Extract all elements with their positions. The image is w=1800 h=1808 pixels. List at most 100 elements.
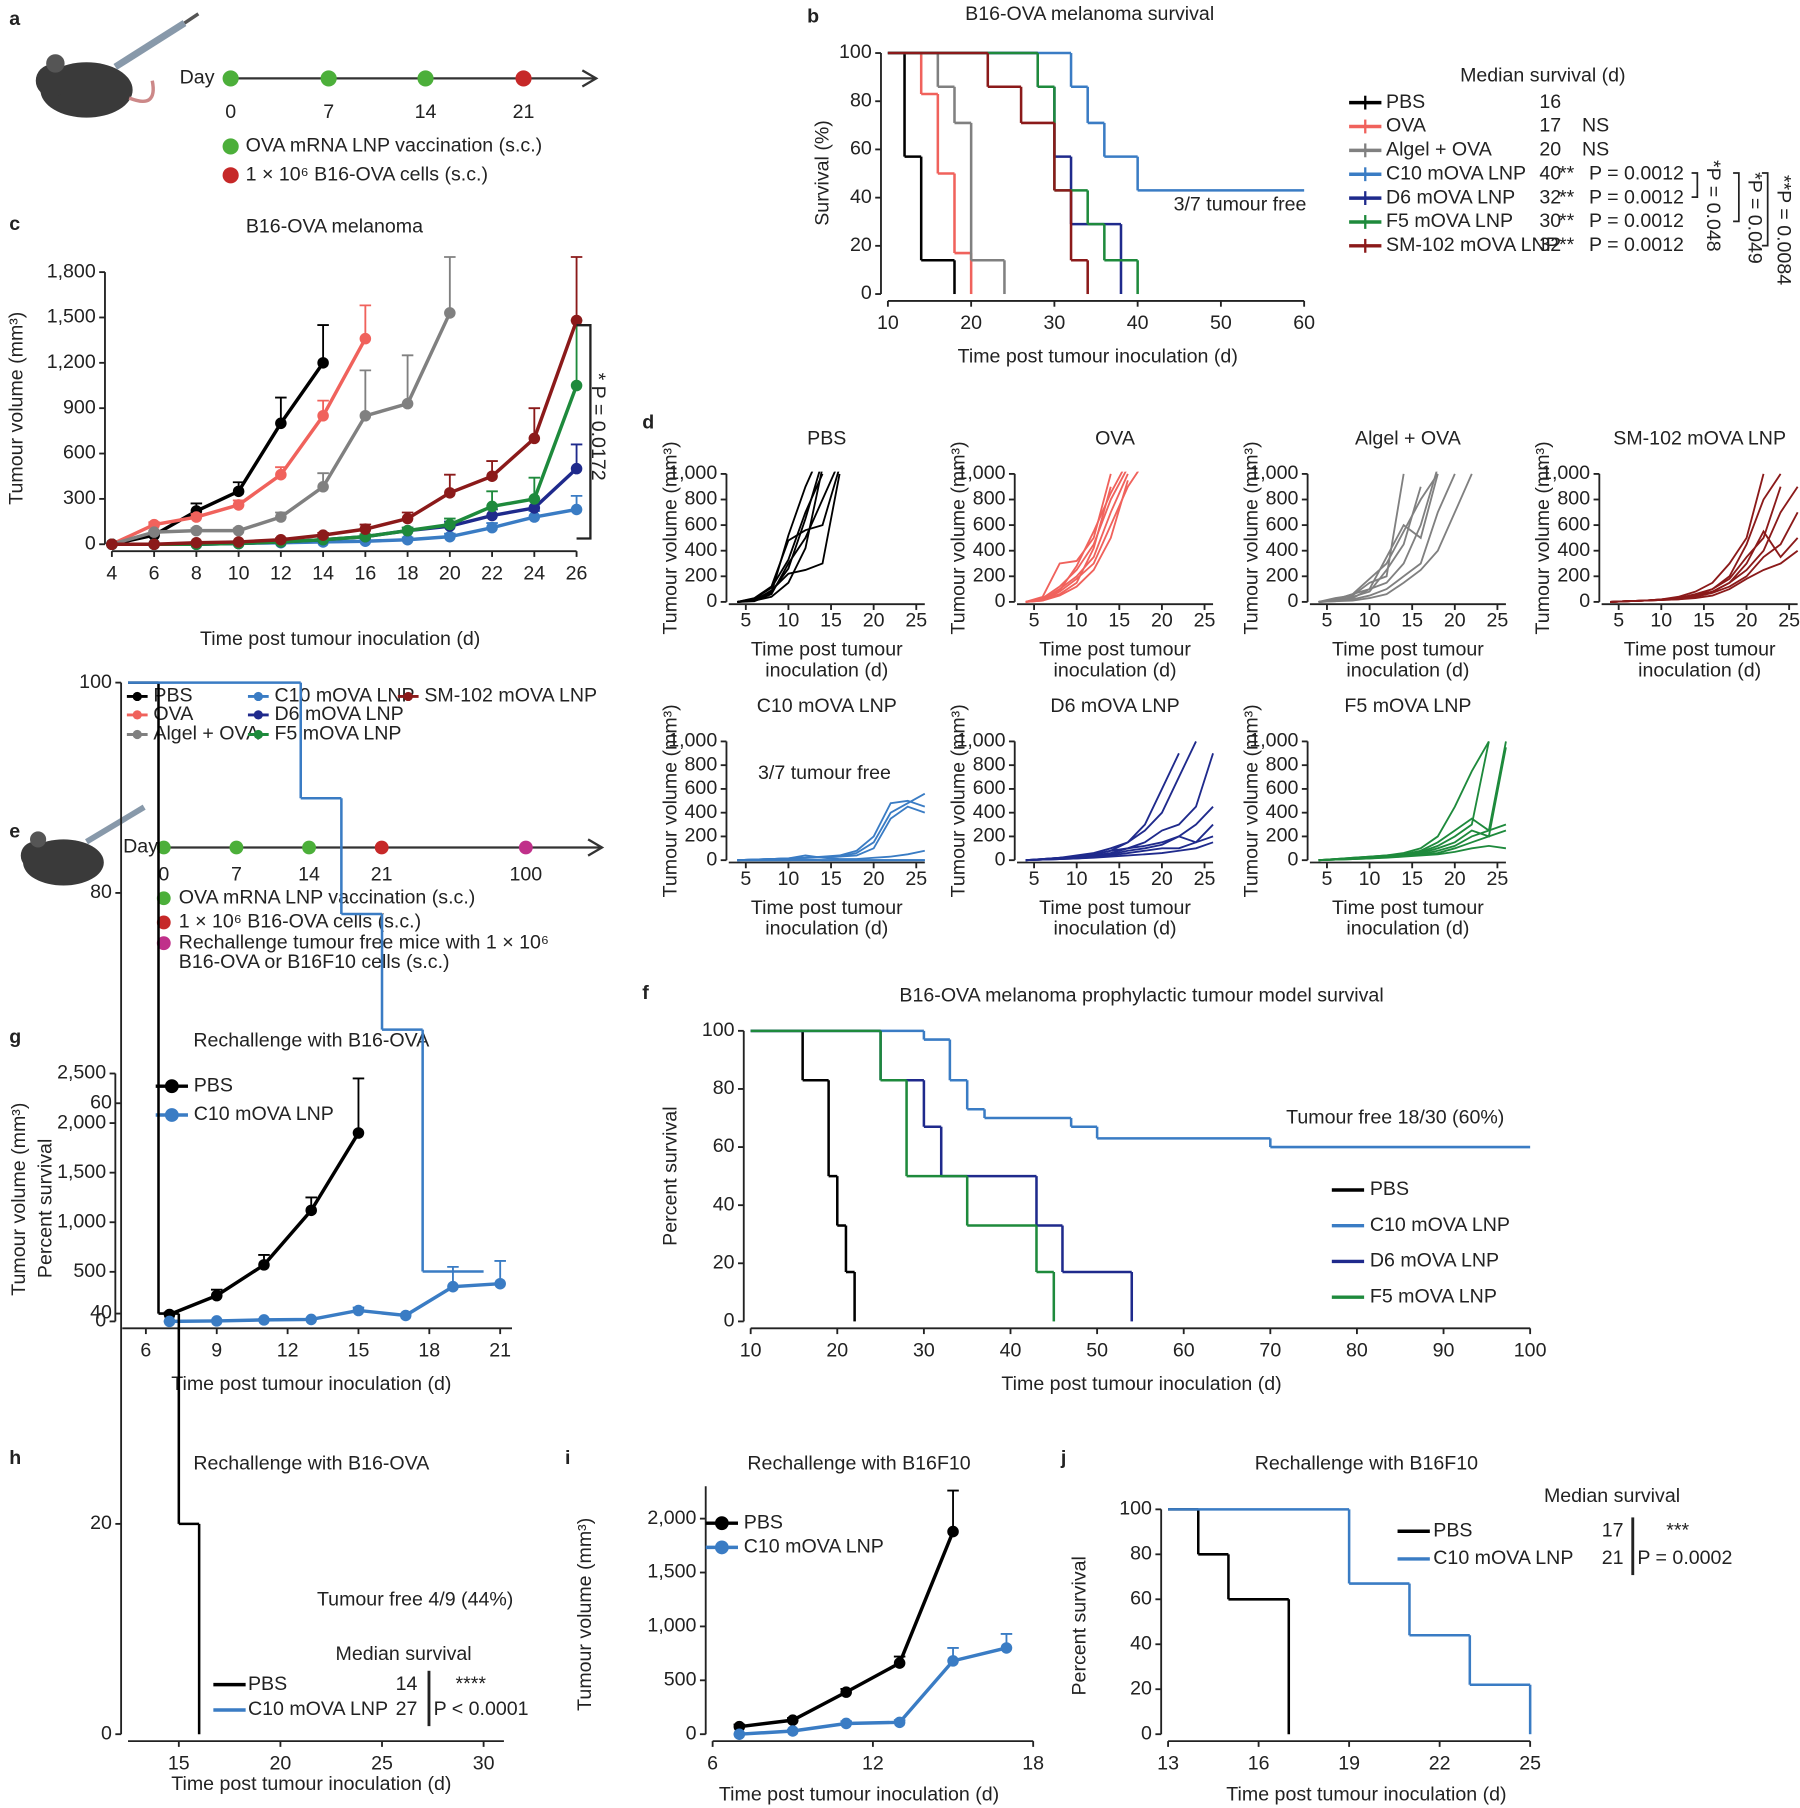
y-tick-label: 1,000 (956, 462, 1005, 484)
x-tick-label: 18 (1022, 1752, 1044, 1774)
legend-label: PBS (1433, 1519, 1472, 1541)
mouse-line (1318, 741, 1490, 862)
legend-dot (222, 138, 239, 155)
data-point (352, 1127, 365, 1139)
legend-text: 1 × 10⁶ B16-OVA cells (s.c.) (179, 911, 421, 933)
x-tick-label: 25 (1194, 610, 1216, 632)
y-tick-label: 20 (850, 234, 872, 256)
chart-title: SM-102 mOVA LNP (1613, 427, 1786, 449)
mouse-line (737, 792, 926, 862)
data-point (840, 1717, 852, 1730)
timeline-dot (156, 840, 171, 855)
x-tick-label: 6 (149, 562, 160, 584)
legend-label: SM-102 mOVA LNP (424, 685, 597, 707)
x-tick-label: 25 (905, 868, 927, 890)
legend-label: PBS (194, 1074, 233, 1096)
data-point (893, 1716, 906, 1729)
y-tick-label: 800 (973, 753, 1006, 775)
legend-significance: ** (1559, 210, 1575, 232)
data-point (232, 536, 245, 548)
y-tick-label: 800 (973, 488, 1006, 510)
data-point (486, 470, 498, 482)
data-point (232, 499, 245, 511)
x-tick-label: 10 (1650, 610, 1672, 632)
chart-title: PBS (807, 427, 846, 449)
legend-label: D6 mOVA LNP (1386, 186, 1515, 208)
data-point (275, 417, 287, 430)
legend-label: C10 mOVA LNP (1386, 162, 1526, 184)
day-number: 0 (158, 863, 169, 885)
y-tick-label: 200 (973, 825, 1006, 847)
x-tick-label: 10 (877, 312, 899, 334)
y-tick-label: 2,500 (57, 1062, 106, 1084)
y-tick-label: 1,500 (47, 306, 96, 328)
series-line (111, 337, 367, 546)
x-axis-label: Time post tumour (751, 638, 903, 660)
x-tick-label: 12 (862, 1752, 884, 1774)
data-point (317, 409, 329, 422)
y-tick-label: 200 (685, 564, 718, 586)
day-number: 21 (371, 863, 393, 885)
legend-significance: ** (1559, 186, 1575, 208)
day-number: 21 (513, 101, 535, 123)
y-tick-label: 1,000 (668, 462, 717, 484)
x-axis-label: Time post tumour inoculation (d) (171, 1773, 451, 1795)
mouse-line (737, 471, 814, 603)
panel-letter: e (9, 821, 20, 843)
y-tick-label: 200 (1266, 564, 1299, 586)
timeline-dot (515, 70, 532, 87)
y-tick-label: 80 (713, 1077, 735, 1099)
legend-median: 21 (1602, 1547, 1624, 1569)
data-point (359, 523, 372, 535)
x-tick-label: 25 (905, 610, 927, 632)
x-tick-label: 40 (1000, 1340, 1022, 1362)
x-tick-label: 10 (1066, 868, 1088, 890)
x-tick-label: 15 (820, 868, 842, 890)
y-tick-label: 0 (85, 532, 96, 554)
panel-letter: j (1060, 1447, 1066, 1469)
x-tick-label: 4 (106, 562, 117, 584)
x-tick-label: 25 (1778, 610, 1800, 632)
y-axis-label: Tumour volume (mm³) (1240, 704, 1262, 897)
y-tick-label: 400 (1557, 539, 1590, 561)
legend-marker (253, 710, 263, 720)
x-tick-label: 15 (1108, 610, 1130, 632)
panel-letter: d (642, 411, 654, 433)
data-point (258, 1259, 270, 1271)
x-axis-label: inoculation (d) (1346, 659, 1469, 681)
y-axis-label: Tumour volume (mm³) (6, 312, 28, 505)
x-tick-label: 19 (1338, 1752, 1360, 1774)
x-axis-label: inoculation (d) (1054, 918, 1177, 940)
data-point (148, 538, 160, 551)
legend-label: F5 mOVA LNP (1370, 1285, 1497, 1307)
data-point (210, 1315, 223, 1327)
legend-label: C10 mOVA LNP (744, 1536, 884, 1558)
mouse-line (1318, 473, 1439, 603)
x-tick-label: 30 (913, 1340, 935, 1362)
data-point (258, 1314, 270, 1326)
panel-letter: h (9, 1447, 21, 1469)
significance-stars: **** (455, 1673, 486, 1695)
x-axis-label: Time post tumour (1624, 638, 1776, 660)
comparison-bracket (1691, 172, 1699, 199)
legend-dot (156, 891, 171, 906)
x-tick-label: 90 (1433, 1340, 1455, 1362)
y-tick-label: 20 (90, 1512, 112, 1534)
x-tick-label: 20 (863, 868, 885, 890)
mouse-line (1610, 473, 1782, 603)
x-tick-label: 5 (1613, 610, 1624, 632)
x-tick-label: 10 (228, 562, 250, 584)
data-point (947, 1655, 959, 1667)
legend-label: SM-102 mOVA LNP (1386, 234, 1559, 256)
data-point (305, 1204, 317, 1217)
y-tick-label: 1,000 (57, 1210, 106, 1232)
comparison-bracket (1733, 172, 1740, 223)
error-bar (947, 1489, 959, 1532)
legend-marker (714, 1540, 729, 1555)
data-point (787, 1714, 799, 1726)
annotation: * P = 0.0172 (587, 373, 609, 481)
y-tick-label: 1,200 (47, 351, 96, 373)
legend-significance: ** (1559, 162, 1575, 184)
data-point (275, 533, 287, 546)
mouse-line (1610, 486, 1799, 603)
